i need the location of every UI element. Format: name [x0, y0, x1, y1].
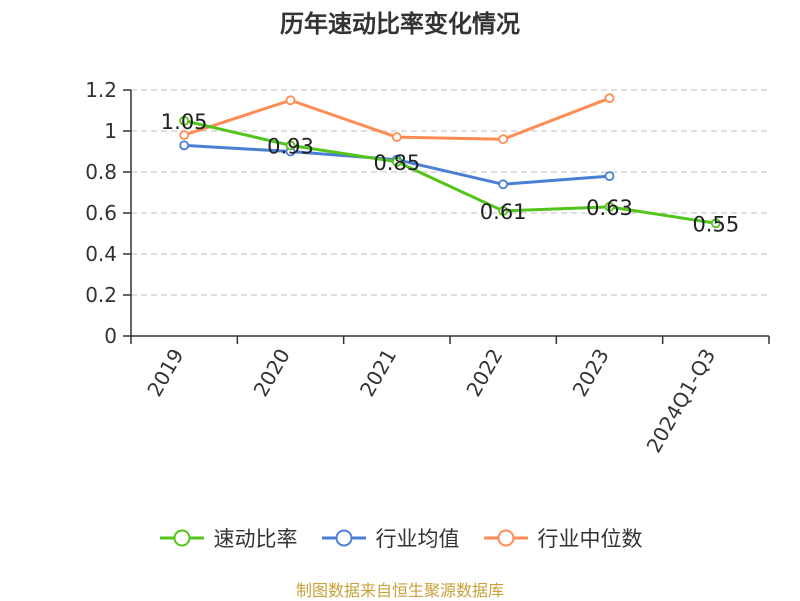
- data-label: 0.85: [373, 151, 420, 175]
- data-point[interactable]: [391, 156, 402, 167]
- x-tick-label: 2020: [249, 345, 295, 401]
- y-tick-label: 1: [104, 119, 117, 143]
- data-point[interactable]: [285, 95, 296, 106]
- y-tick-label: 0.8: [85, 160, 117, 184]
- data-label: 0.55: [692, 212, 739, 236]
- data-label: 0.63: [586, 196, 633, 220]
- series-layer: [179, 93, 721, 229]
- y-tick-label: 0: [104, 324, 117, 348]
- x-tick-label: 2023: [568, 345, 614, 401]
- x-tick-label: 2024Q1-Q3: [641, 345, 720, 457]
- line-circle-icon: [159, 529, 204, 547]
- y-tick-label: 1.2: [85, 78, 117, 102]
- x-tick-label: 2021: [355, 345, 401, 401]
- data-label: 0.93: [267, 134, 314, 158]
- data-point[interactable]: [498, 179, 509, 190]
- legend-label-quick-ratio: 速动比率: [213, 527, 298, 551]
- data-point[interactable]: [498, 206, 509, 216]
- x-tick-label: 2022: [461, 344, 507, 400]
- data-point[interactable]: [498, 134, 509, 145]
- y-tick-label: 0.6: [85, 201, 117, 225]
- data-point[interactable]: [604, 171, 615, 182]
- y-tick-label: 0.4: [85, 242, 117, 266]
- y-grid-lines: [131, 89, 769, 296]
- data-label: 1.05: [161, 110, 208, 134]
- y-axis: 0 0.2 0.4 0.6 0.8 1 1.2: [85, 78, 132, 348]
- data-point[interactable]: [179, 130, 190, 141]
- data-point[interactable]: [391, 132, 402, 143]
- line-circle-icon: [483, 529, 528, 547]
- data-point[interactable]: [710, 218, 721, 229]
- x-tick-label: 2019: [142, 345, 188, 401]
- legend-item-industry-median[interactable]: 行业中位数: [482, 523, 643, 553]
- y-tick-label: 0.2: [85, 283, 117, 307]
- legend-label-industry-average: 行业均值: [375, 527, 460, 551]
- legend: 速动比率 行业均值 行业中位数: [0, 520, 800, 556]
- data-label: 0.61: [480, 200, 527, 224]
- legend-item-industry-average[interactable]: 行业均值: [320, 523, 460, 553]
- data-point[interactable]: [285, 140, 296, 151]
- series-line-0: [182, 119, 718, 225]
- data-point[interactable]: [604, 201, 615, 212]
- data-source: 制图数据来自恒生聚源数据库: [295, 581, 504, 600]
- data-point[interactable]: [604, 93, 615, 104]
- data-point[interactable]: [179, 140, 190, 151]
- data-point[interactable]: [179, 115, 190, 126]
- legend-item-quick-ratio[interactable]: 速动比率: [158, 523, 298, 553]
- line-circle-icon: [321, 529, 366, 547]
- x-axis: 2019 2020 2021 2022 2023 2024Q1-Q3: [130, 335, 770, 457]
- data-labels: 1.05 0.93 0.85 0.61 0.63 0.55: [161, 110, 739, 237]
- chart-title: 历年速动比率变化情况: [280, 10, 520, 38]
- legend-label-industry-median: 行业中位数: [537, 527, 643, 551]
